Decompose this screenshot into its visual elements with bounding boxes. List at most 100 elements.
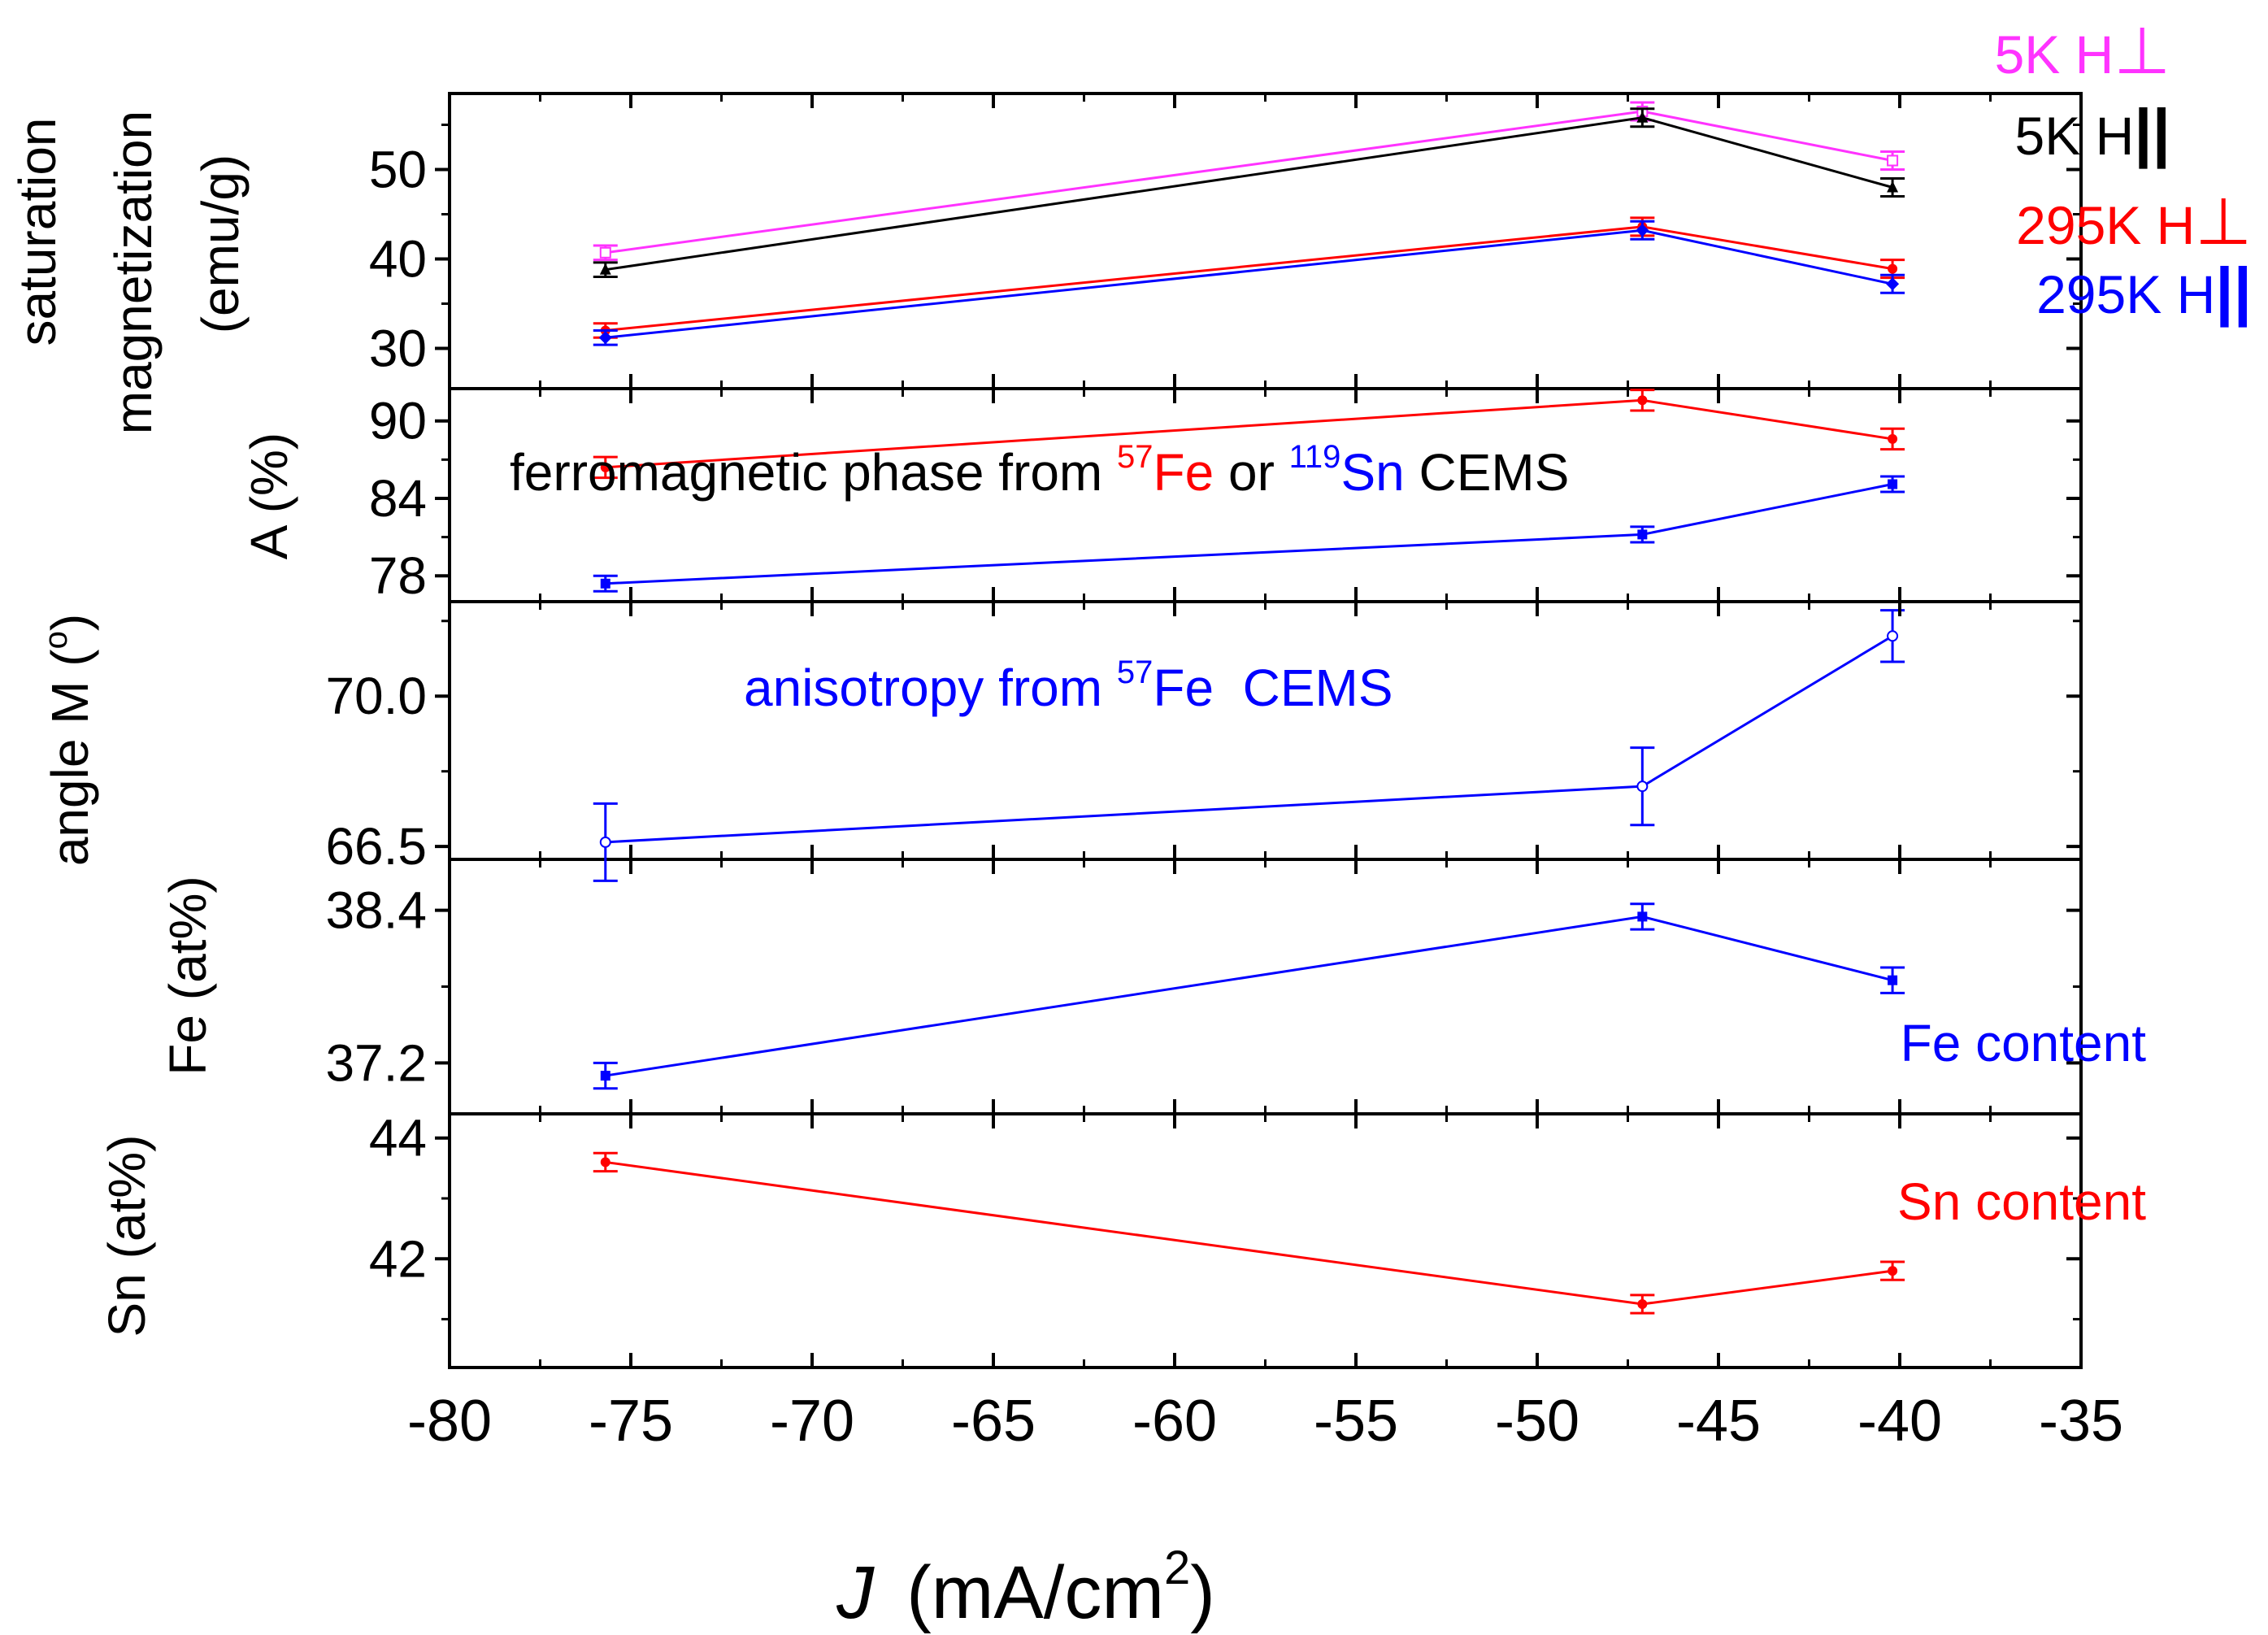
x-tick-label: -70	[770, 1389, 854, 1454]
x-tick-label: -55	[1314, 1389, 1398, 1454]
legend-5k-par-label: 5K H	[2015, 106, 2135, 166]
data-point-fe-content-0	[1637, 911, 1648, 922]
data-point-sn-content-0	[600, 1157, 610, 1168]
legend-5k-par-symbol: ||	[2134, 96, 2170, 169]
data-point-magnetization-1	[1636, 111, 1649, 123]
annotation-an-sup1: 57	[1117, 654, 1154, 690]
annotation-fe-content: Fe content	[1901, 1014, 2147, 1072]
x-tick-label: -65	[951, 1389, 1036, 1454]
y-tick-label-fe-content: 37.2	[325, 1033, 427, 1092]
y-tick-label-ferromagnetic-phase: 78	[369, 546, 427, 605]
data-point-sn-content-0	[1637, 1299, 1648, 1309]
y-tick-label-fe-content: 38.4	[325, 881, 427, 940]
annotation-fp-p2: or	[1214, 443, 1288, 502]
data-point-anisotropy-0	[1636, 781, 1649, 793]
data-point-ferromagnetic-phase-1	[1888, 479, 1898, 489]
panel-frames	[448, 92, 2083, 1369]
ylabel-magnetization-line3: (emu/g)	[191, 154, 250, 334]
annotation-anisotropy: anisotropy from 57Fe CEMS	[744, 654, 1393, 717]
ylabel-anisotropy-sup: o	[38, 631, 74, 649]
legend-5k-perp-symbol: ⊥	[2114, 15, 2170, 87]
data-point-ferromagnetic-phase-1	[600, 578, 610, 589]
annotation-an-p1: anisotropy from	[744, 659, 1117, 717]
y-tick-label-magnetization: 30	[369, 320, 427, 378]
data-point-ferromagnetic-phase-0	[1637, 395, 1648, 406]
ylabel-magnetization-line1: saturation	[8, 117, 67, 346]
y-tick-label-anisotropy: 66.5	[325, 817, 427, 876]
ylabel-ferromagnetic-phase: A (%)	[240, 433, 298, 559]
annotation-sn-content: Sn content	[1897, 1172, 2146, 1231]
x-axis-label-close: )	[1190, 1551, 1215, 1634]
legend-295k-par: 295K H||	[2036, 254, 2252, 328]
annotation-fp-el1: Fe	[1154, 443, 1214, 502]
data-point-magnetization-0	[599, 246, 611, 259]
y-tick-label-magnetization: 40	[369, 230, 427, 289]
data-point-anisotropy-0	[1887, 630, 1899, 642]
data-point-anisotropy-0	[599, 836, 611, 848]
legend-5k-perp-label: 5K H	[1995, 24, 2114, 85]
legend-295k-par-label: 295K H	[2036, 264, 2215, 324]
annotation-fp-sup1: 57	[1117, 439, 1154, 475]
legend-295k-perp-symbol: ⊥	[2195, 185, 2252, 258]
series-line-fe-content-0	[605, 915, 1893, 1077]
ylabel-fe-content: Fe (at%)	[159, 876, 217, 1075]
series-line-sn-content-0	[605, 1160, 1893, 1306]
annotation-an-el1: Fe CEMS	[1153, 659, 1393, 717]
data-point-ferromagnetic-phase-1	[1637, 529, 1648, 540]
y-tick-label-magnetization: 50	[369, 141, 427, 199]
data-point-fe-content-0	[600, 1071, 610, 1081]
data-point-ferromagnetic-phase-0	[600, 462, 610, 472]
x-axis-label-sup: 2	[1164, 1542, 1190, 1594]
x-tick-label: -35	[2039, 1389, 2123, 1454]
y-tick-label-sn-content: 44	[369, 1109, 427, 1168]
x-axis-label-italic: J	[836, 1551, 875, 1634]
ylabel-magnetization-line2: magnetization	[104, 111, 163, 434]
ylabel-anisotropy: angle M (o)	[38, 614, 99, 866]
panel-frame-anisotropy	[448, 600, 2083, 861]
annotation-fp-sup2: 119	[1289, 439, 1341, 475]
ylabel-anisotropy-text: angle M (	[41, 649, 99, 866]
y-tick-label-ferromagnetic-phase: 84	[369, 469, 427, 528]
legend: 5K H⊥ 5K H|| 295K H⊥ 295K H||	[1995, 15, 2252, 328]
legend-295k-par-symbol: ||	[2215, 254, 2252, 328]
legend-295k-perp-label: 295K H	[2016, 195, 2195, 255]
data-marks	[593, 101, 1905, 1315]
ylabel-sn-content: Sn (at%)	[98, 1135, 156, 1337]
y-tick-label-ferromagnetic-phase: 90	[369, 392, 427, 450]
annotation-fp-p1: ferromagnetic phase from	[510, 443, 1117, 502]
x-tick-label: -80	[407, 1389, 492, 1454]
x-axis-label: J (mA/cm2)	[836, 1542, 1215, 1634]
data-point-fe-content-0	[1888, 975, 1898, 985]
data-point-magnetization-0	[1887, 154, 1899, 167]
x-tick-label: -75	[589, 1389, 673, 1454]
data-point-magnetization-1	[599, 263, 611, 275]
data-point-magnetization-2	[1888, 263, 1898, 274]
annotation-fp-p3: CEMS	[1405, 443, 1570, 502]
axis-ticks: 30 40 50 78 84 90 66.5 70.0 37.2 38.4 42 44 -80 -75 -7…	[325, 93, 2123, 1454]
panel-frame-sn-content	[448, 1112, 2083, 1369]
data-point-ferromagnetic-phase-0	[1888, 433, 1898, 444]
panel-frame-fe-content	[448, 858, 2083, 1115]
annotation-ferromagnetic-phase: ferromagnetic phase from 57Fe or 119Sn C…	[510, 439, 1569, 502]
data-point-magnetization-3	[598, 331, 612, 345]
data-point-magnetization-1	[1887, 180, 1899, 193]
series-line-magnetization-1	[605, 116, 1893, 272]
data-point-magnetization-3	[1636, 224, 1649, 237]
data-point-sn-content-0	[1888, 1266, 1898, 1276]
panel-annotations: ferromagnetic phase from 57Fe or 119Sn C…	[510, 439, 2146, 1231]
x-tick-label: -50	[1495, 1389, 1579, 1454]
x-tick-label: -60	[1132, 1389, 1217, 1454]
y-tick-label-anisotropy: 70.0	[325, 667, 427, 725]
x-axis-label-rest: (mA/cm	[906, 1551, 1164, 1634]
legend-295k-perp: 295K H⊥	[2016, 185, 2252, 258]
x-tick-label: -40	[1857, 1389, 1942, 1454]
ylabel-anisotropy-close: )	[41, 614, 99, 631]
y-tick-label-sn-content: 42	[369, 1229, 427, 1288]
series-line-magnetization-3	[605, 228, 1893, 339]
y-axis-labels: saturation magnetization (emu/g) A (%) a…	[8, 111, 298, 1337]
legend-5k-par: 5K H||	[2015, 96, 2171, 169]
data-point-magnetization-3	[1886, 277, 1900, 291]
legend-5k-perp: 5K H⊥	[1995, 15, 2170, 87]
x-tick-label: -45	[1676, 1389, 1761, 1454]
